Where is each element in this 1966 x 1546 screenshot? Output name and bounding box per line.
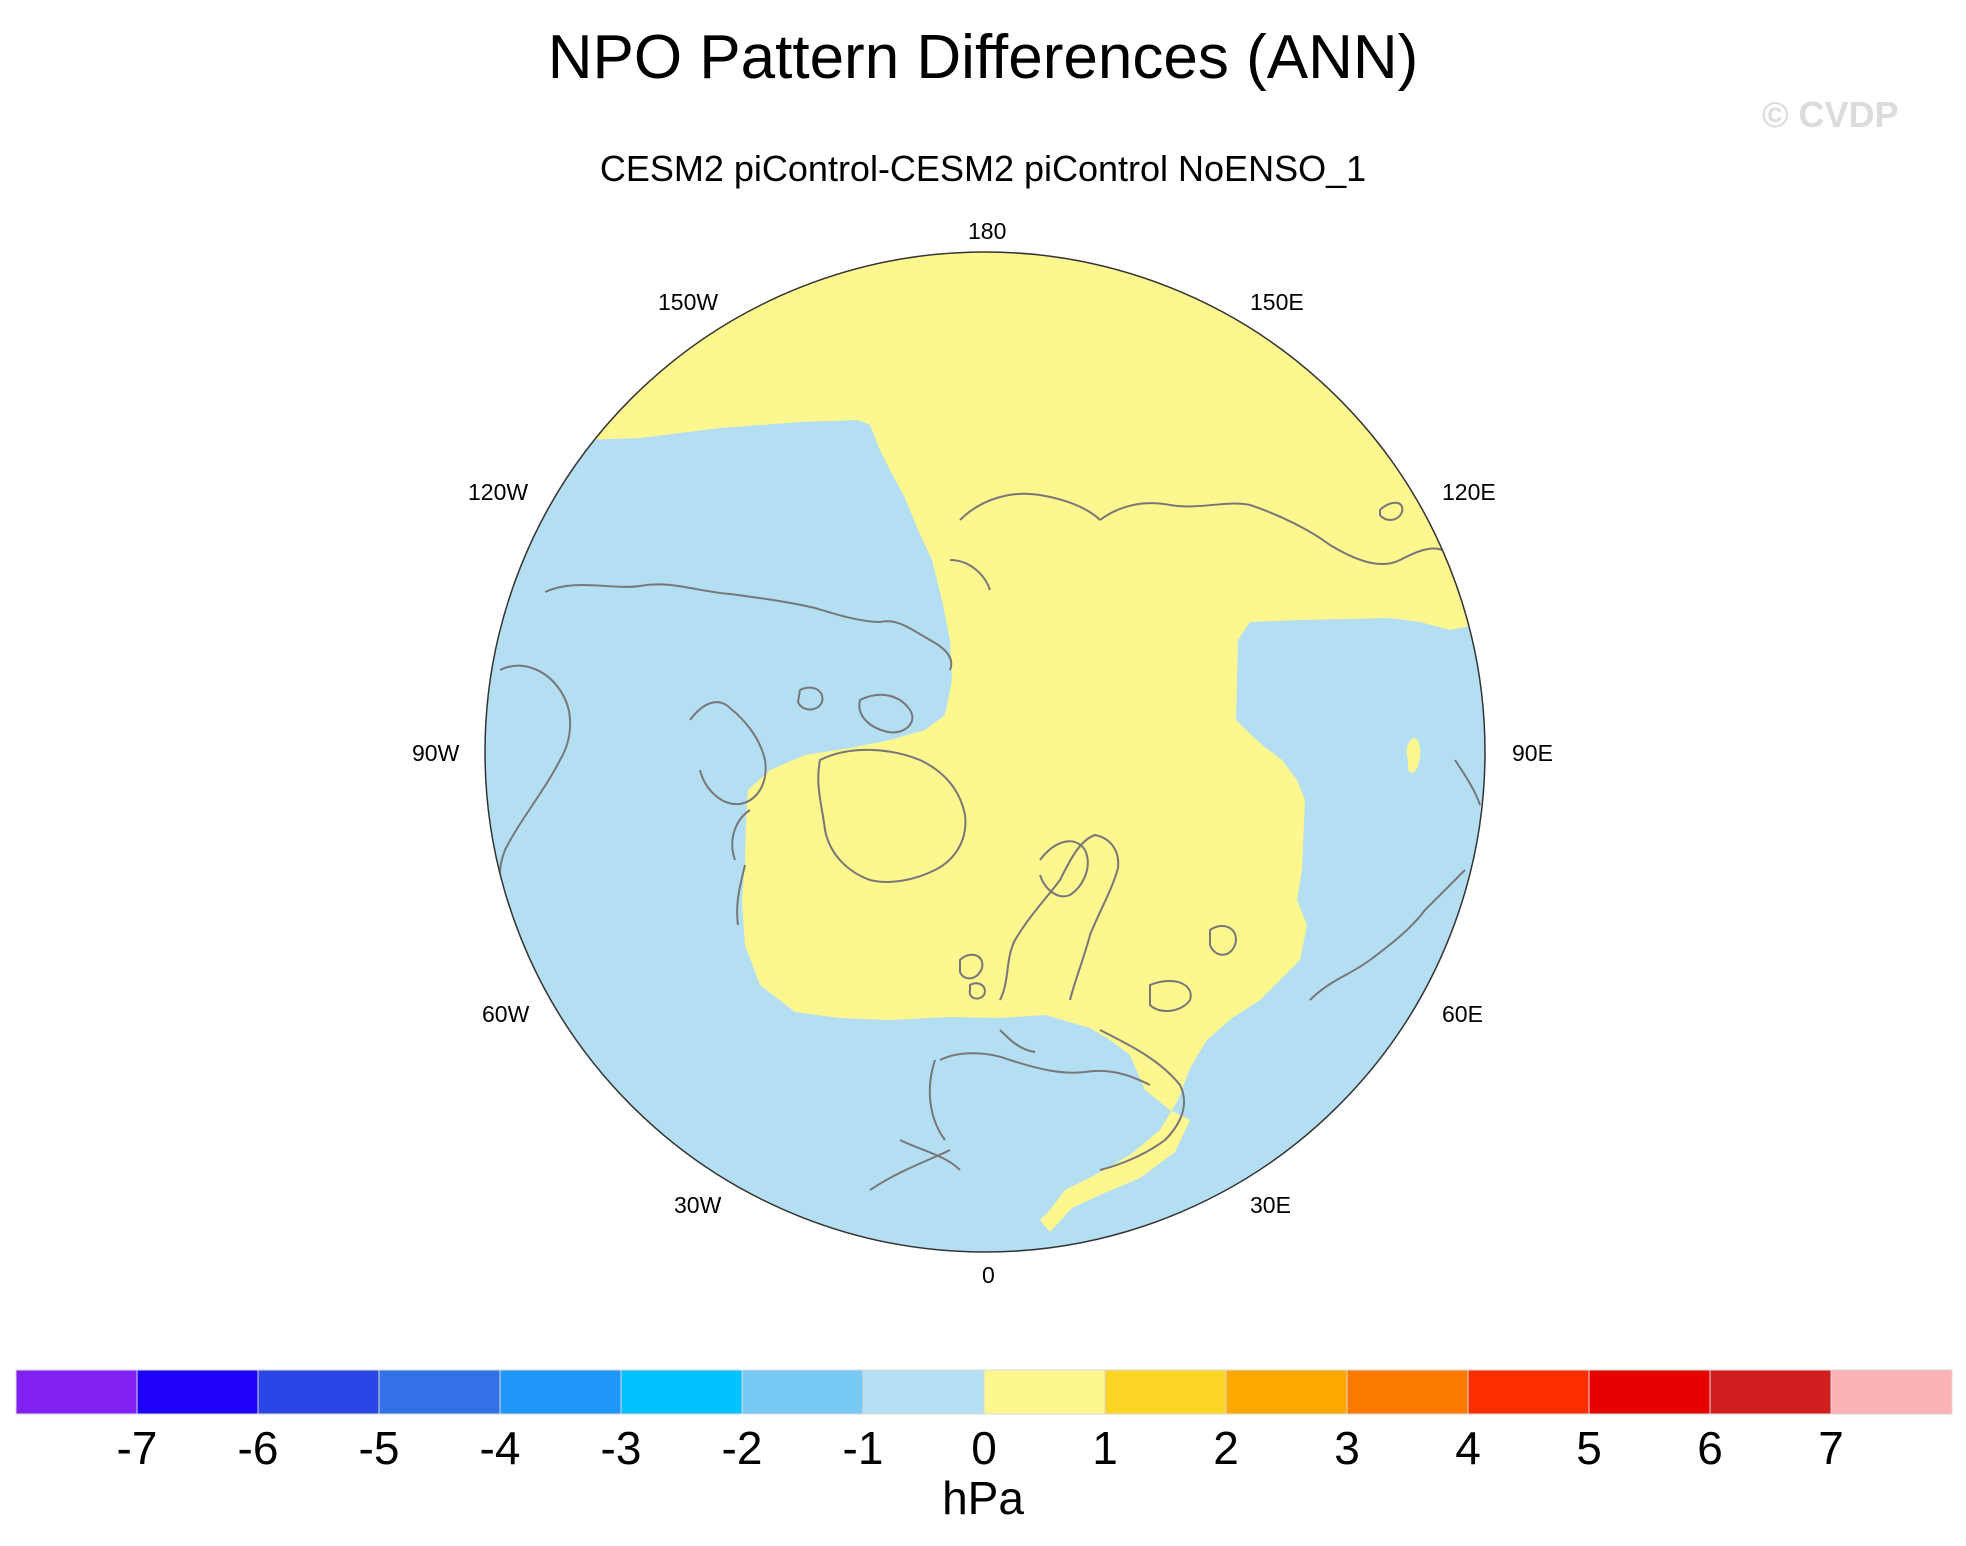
coastline-british-isles [959,953,986,1000]
colorbar-swatch [983,1369,1106,1415]
coastline-mediterranean [939,1029,1151,1086]
polar-map [484,251,1486,1253]
colorbar-swatch [1104,1369,1227,1415]
colorbar [15,1369,1953,1415]
lon-label-60e: 60E [1442,1001,1483,1027]
coastline-arctic-islands [797,686,914,734]
chart-title: NPO Pattern Differences (ANN) [547,23,1419,92]
colorbar-tick-label: 7 [1818,1422,1844,1474]
lon-label-60w: 60W [482,1001,530,1027]
lon-label-30e: 30E [1250,1192,1291,1218]
coastline-canada-east [498,664,572,921]
colorbar-tick-label: 3 [1334,1422,1360,1474]
lon-label-180: 180 [968,218,1007,244]
colorbar-tick-label: 0 [971,1422,997,1474]
coastline-india-seasia [1309,869,1466,1001]
cvdp-watermark: © CVDP [1762,94,1899,135]
lon-label-0: 0 [982,1262,995,1288]
coastline-africa [869,1059,961,1191]
colorbar-swatch [15,1369,138,1415]
lon-label-120w: 120W [468,479,529,505]
colorbar-tick-label: -4 [479,1422,521,1474]
colorbar-tick-label: 4 [1455,1422,1481,1474]
coastline-scandinavia [1039,840,1089,898]
colorbar-tick-label: -3 [600,1422,642,1474]
colorbar-units: hPa [942,1472,1024,1524]
colorbar-tick-label: 6 [1697,1422,1723,1474]
colorbar-swatch [620,1369,743,1415]
colorbar-tick-label: -2 [721,1422,763,1474]
colorbar-swatch [257,1369,380,1415]
colorbar-tick-label: 2 [1213,1422,1239,1474]
coastline-europe [999,834,1120,1001]
coastline-greenland [817,748,967,883]
colorbar-swatch [1467,1369,1590,1415]
positive-anomaly-island [1406,738,1421,773]
colorbar-tick-label: -6 [237,1422,279,1474]
coastline-labrador [731,809,751,926]
colorbar-swatch [378,1369,501,1415]
map-border [484,251,1486,1253]
colorbar-tick-label: -1 [842,1422,884,1474]
colorbar-swatch [1346,1369,1469,1415]
colorbar-swatch [1830,1369,1953,1415]
colorbar-swatch [862,1369,985,1415]
colorbar-tick-label: 1 [1092,1422,1118,1474]
map-disc [485,252,1485,1252]
colorbar-swatch [499,1369,622,1415]
colorbar-tick-label: -7 [116,1422,158,1474]
chart-subtitle: CESM2 piControl-CESM2 piControl NoENSO_1 [599,148,1367,189]
coastline-siberia [949,492,1101,591]
colorbar-swatch [1225,1369,1348,1415]
colorbar-swatch [1588,1369,1711,1415]
coastline-japan [1379,501,1404,521]
positive-anomaly-region-north [485,252,1485,1232]
colorbar-swatch [741,1369,864,1415]
lon-label-90e: 90E [1512,740,1553,766]
colorbar-tick-label: -5 [358,1422,400,1474]
colorbar-tick-label: 5 [1576,1422,1602,1474]
coastline-asia-east [1099,502,1456,565]
lon-label-150e: 150E [1250,289,1304,315]
colorbar-swatch [136,1369,259,1415]
lon-label-90w: 90W [412,740,460,766]
coastline-hudson-bay [689,701,767,806]
coastline-north-america [544,583,953,671]
lon-label-150w: 150W [658,289,719,315]
colorbar-swatch [1709,1369,1832,1415]
coastline-black-caspian [1149,925,1237,1012]
coastline-arabia [1099,1029,1185,1171]
lon-label-30w: 30W [674,1192,722,1218]
lon-label-120e: 120E [1442,479,1496,505]
